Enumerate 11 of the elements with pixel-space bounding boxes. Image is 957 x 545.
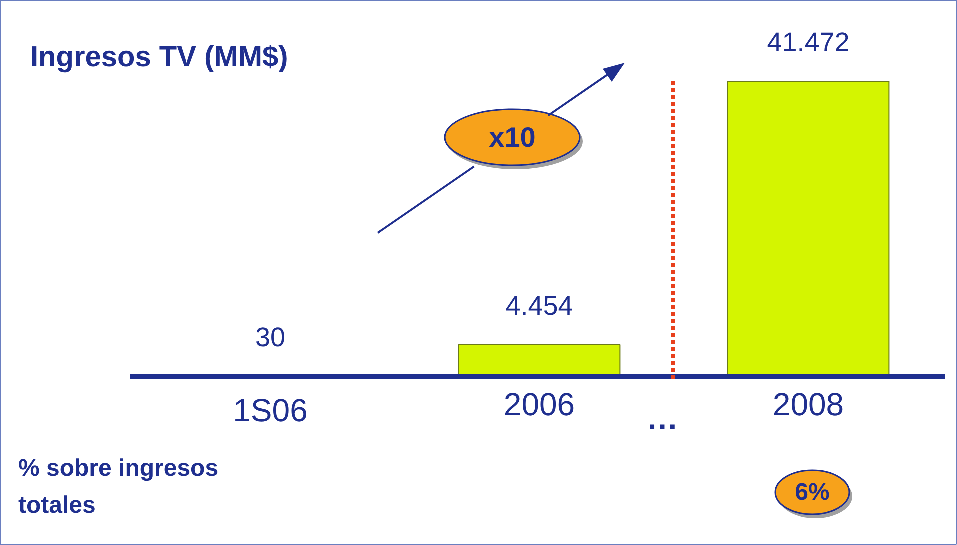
data-label: 4.454: [506, 290, 574, 321]
x-tick-label: 2008: [772, 386, 844, 422]
text: …: [646, 400, 678, 436]
data-label: 30: [255, 322, 286, 352]
text: 6%: [795, 479, 830, 506]
text: % sobre ingresos totales: [18, 455, 219, 519]
chart-title: Ingresos TV (MM$): [30, 42, 288, 74]
annotation: x10: [489, 122, 536, 153]
x-tick-label: 1S06: [233, 392, 308, 428]
data-label: 41.472: [767, 28, 850, 58]
x-tick-label: 2006: [504, 386, 576, 422]
